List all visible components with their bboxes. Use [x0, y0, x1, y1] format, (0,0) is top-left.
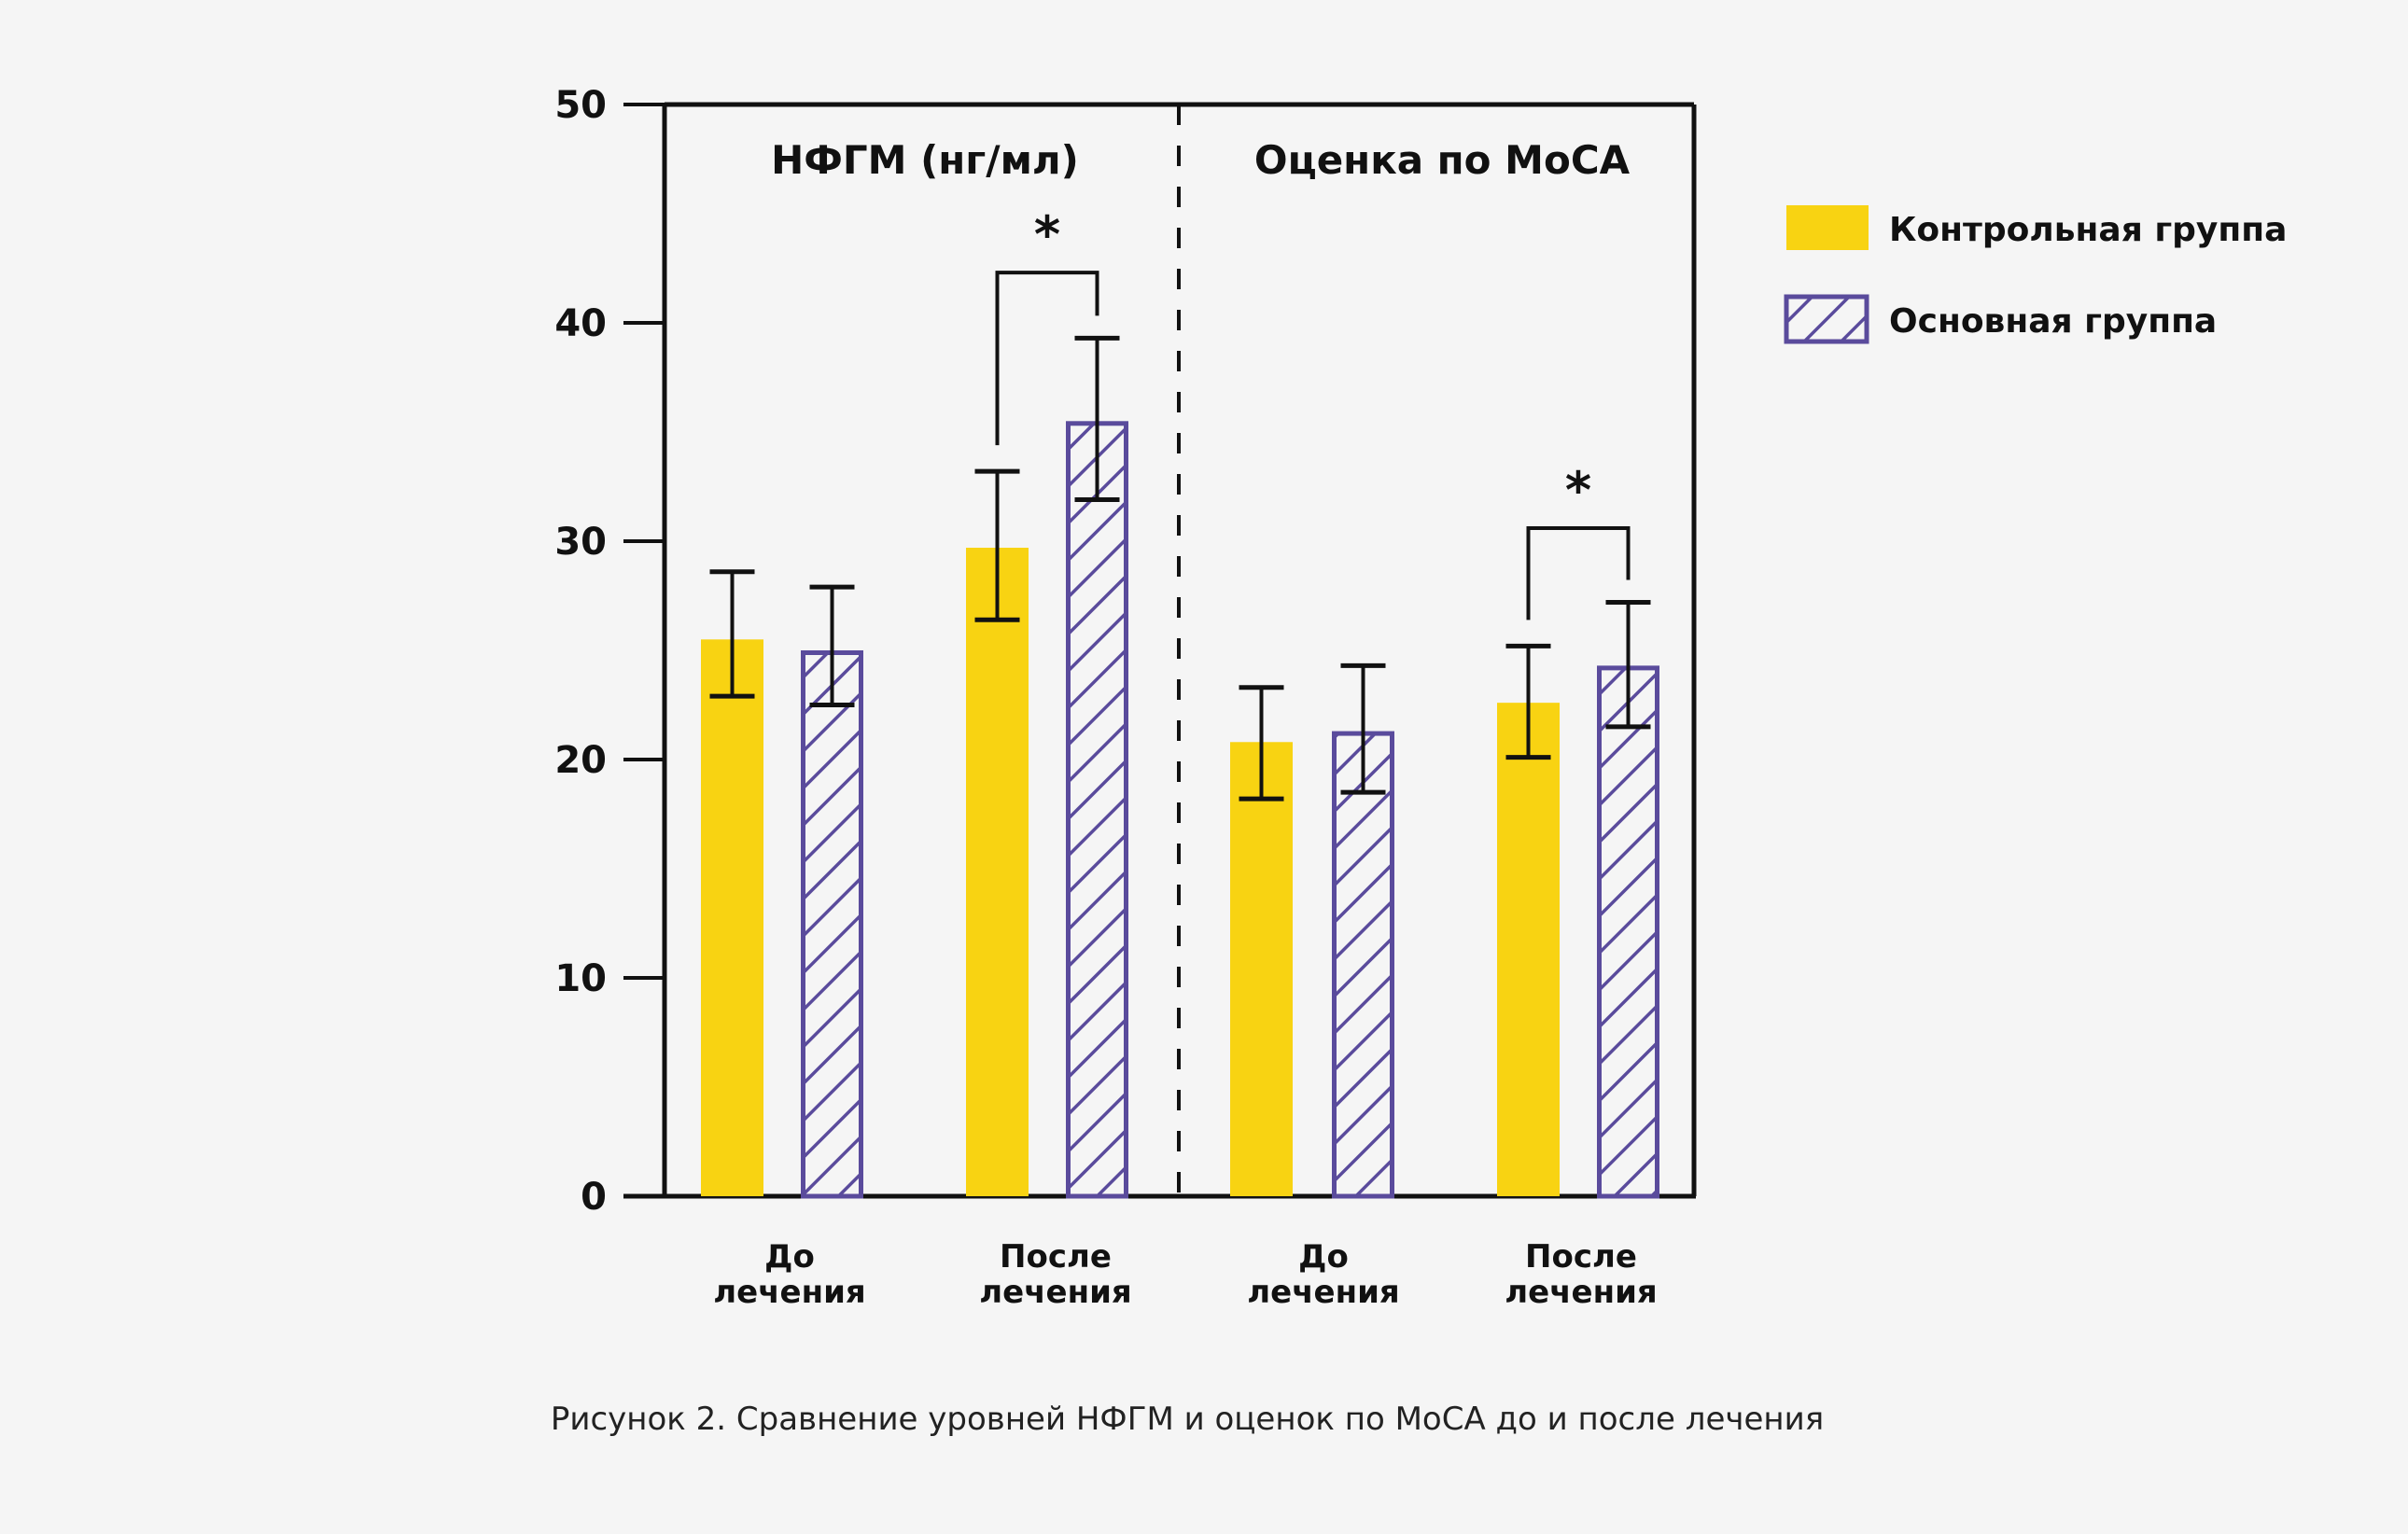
- legend-swatch-control: [1786, 205, 1869, 250]
- bar-control: [1230, 742, 1293, 1196]
- legend-label-control: Контрольная группа: [1889, 211, 2287, 249]
- significance-asterisk: *: [1565, 461, 1591, 520]
- x-category-label-line2: лечения: [713, 1274, 866, 1311]
- error-bars: [709, 335, 1651, 802]
- y-tick-label: 30: [554, 521, 607, 564]
- x-category-label-line1: После: [1525, 1238, 1637, 1276]
- panel-title: НФГМ (нг/мл): [771, 137, 1079, 183]
- significance-markers: **: [995, 205, 1631, 621]
- panel-title: Оценка по МоСА: [1254, 137, 1631, 183]
- axes: 0 10 20 30 40 50: [554, 84, 1697, 1219]
- significance-bracket: [995, 271, 1099, 446]
- legend-swatch-main: [1784, 294, 1869, 344]
- y-tick-label: 50: [554, 84, 607, 127]
- figure-caption: Рисунок 2. Сравнение уровней НФГМ и оцен…: [551, 1401, 1824, 1438]
- labels: НФГМ (нг/мл)ДолеченияПослелеченияОценка …: [713, 137, 1658, 1311]
- legend-label-main: Основная группа: [1889, 302, 2217, 341]
- bar-main: [1066, 421, 1128, 1199]
- bar-main: [1597, 665, 1659, 1199]
- bar-main: [1332, 731, 1394, 1199]
- bar-main: [801, 650, 863, 1199]
- x-category-label-line2: лечения: [979, 1274, 1132, 1311]
- y-tick-label: 10: [554, 957, 607, 1000]
- y-tick-label: 40: [554, 302, 607, 345]
- x-category-label-line1: До: [764, 1238, 815, 1276]
- x-category-label-line1: После: [1000, 1238, 1112, 1276]
- y-tick-label: 0: [581, 1176, 607, 1219]
- bar-control: [701, 639, 763, 1196]
- bar-control: [966, 548, 1029, 1196]
- significance-asterisk: *: [1034, 205, 1060, 264]
- significance-bracket: [1526, 525, 1631, 621]
- x-category-label-line2: лечения: [1247, 1274, 1400, 1311]
- x-category-label-line1: До: [1298, 1238, 1349, 1276]
- legend: Контрольная группа Основная группа: [1784, 205, 2287, 344]
- x-category-label-line2: лечения: [1505, 1274, 1658, 1311]
- y-tick-label: 20: [554, 739, 607, 782]
- bar-control: [1497, 703, 1560, 1196]
